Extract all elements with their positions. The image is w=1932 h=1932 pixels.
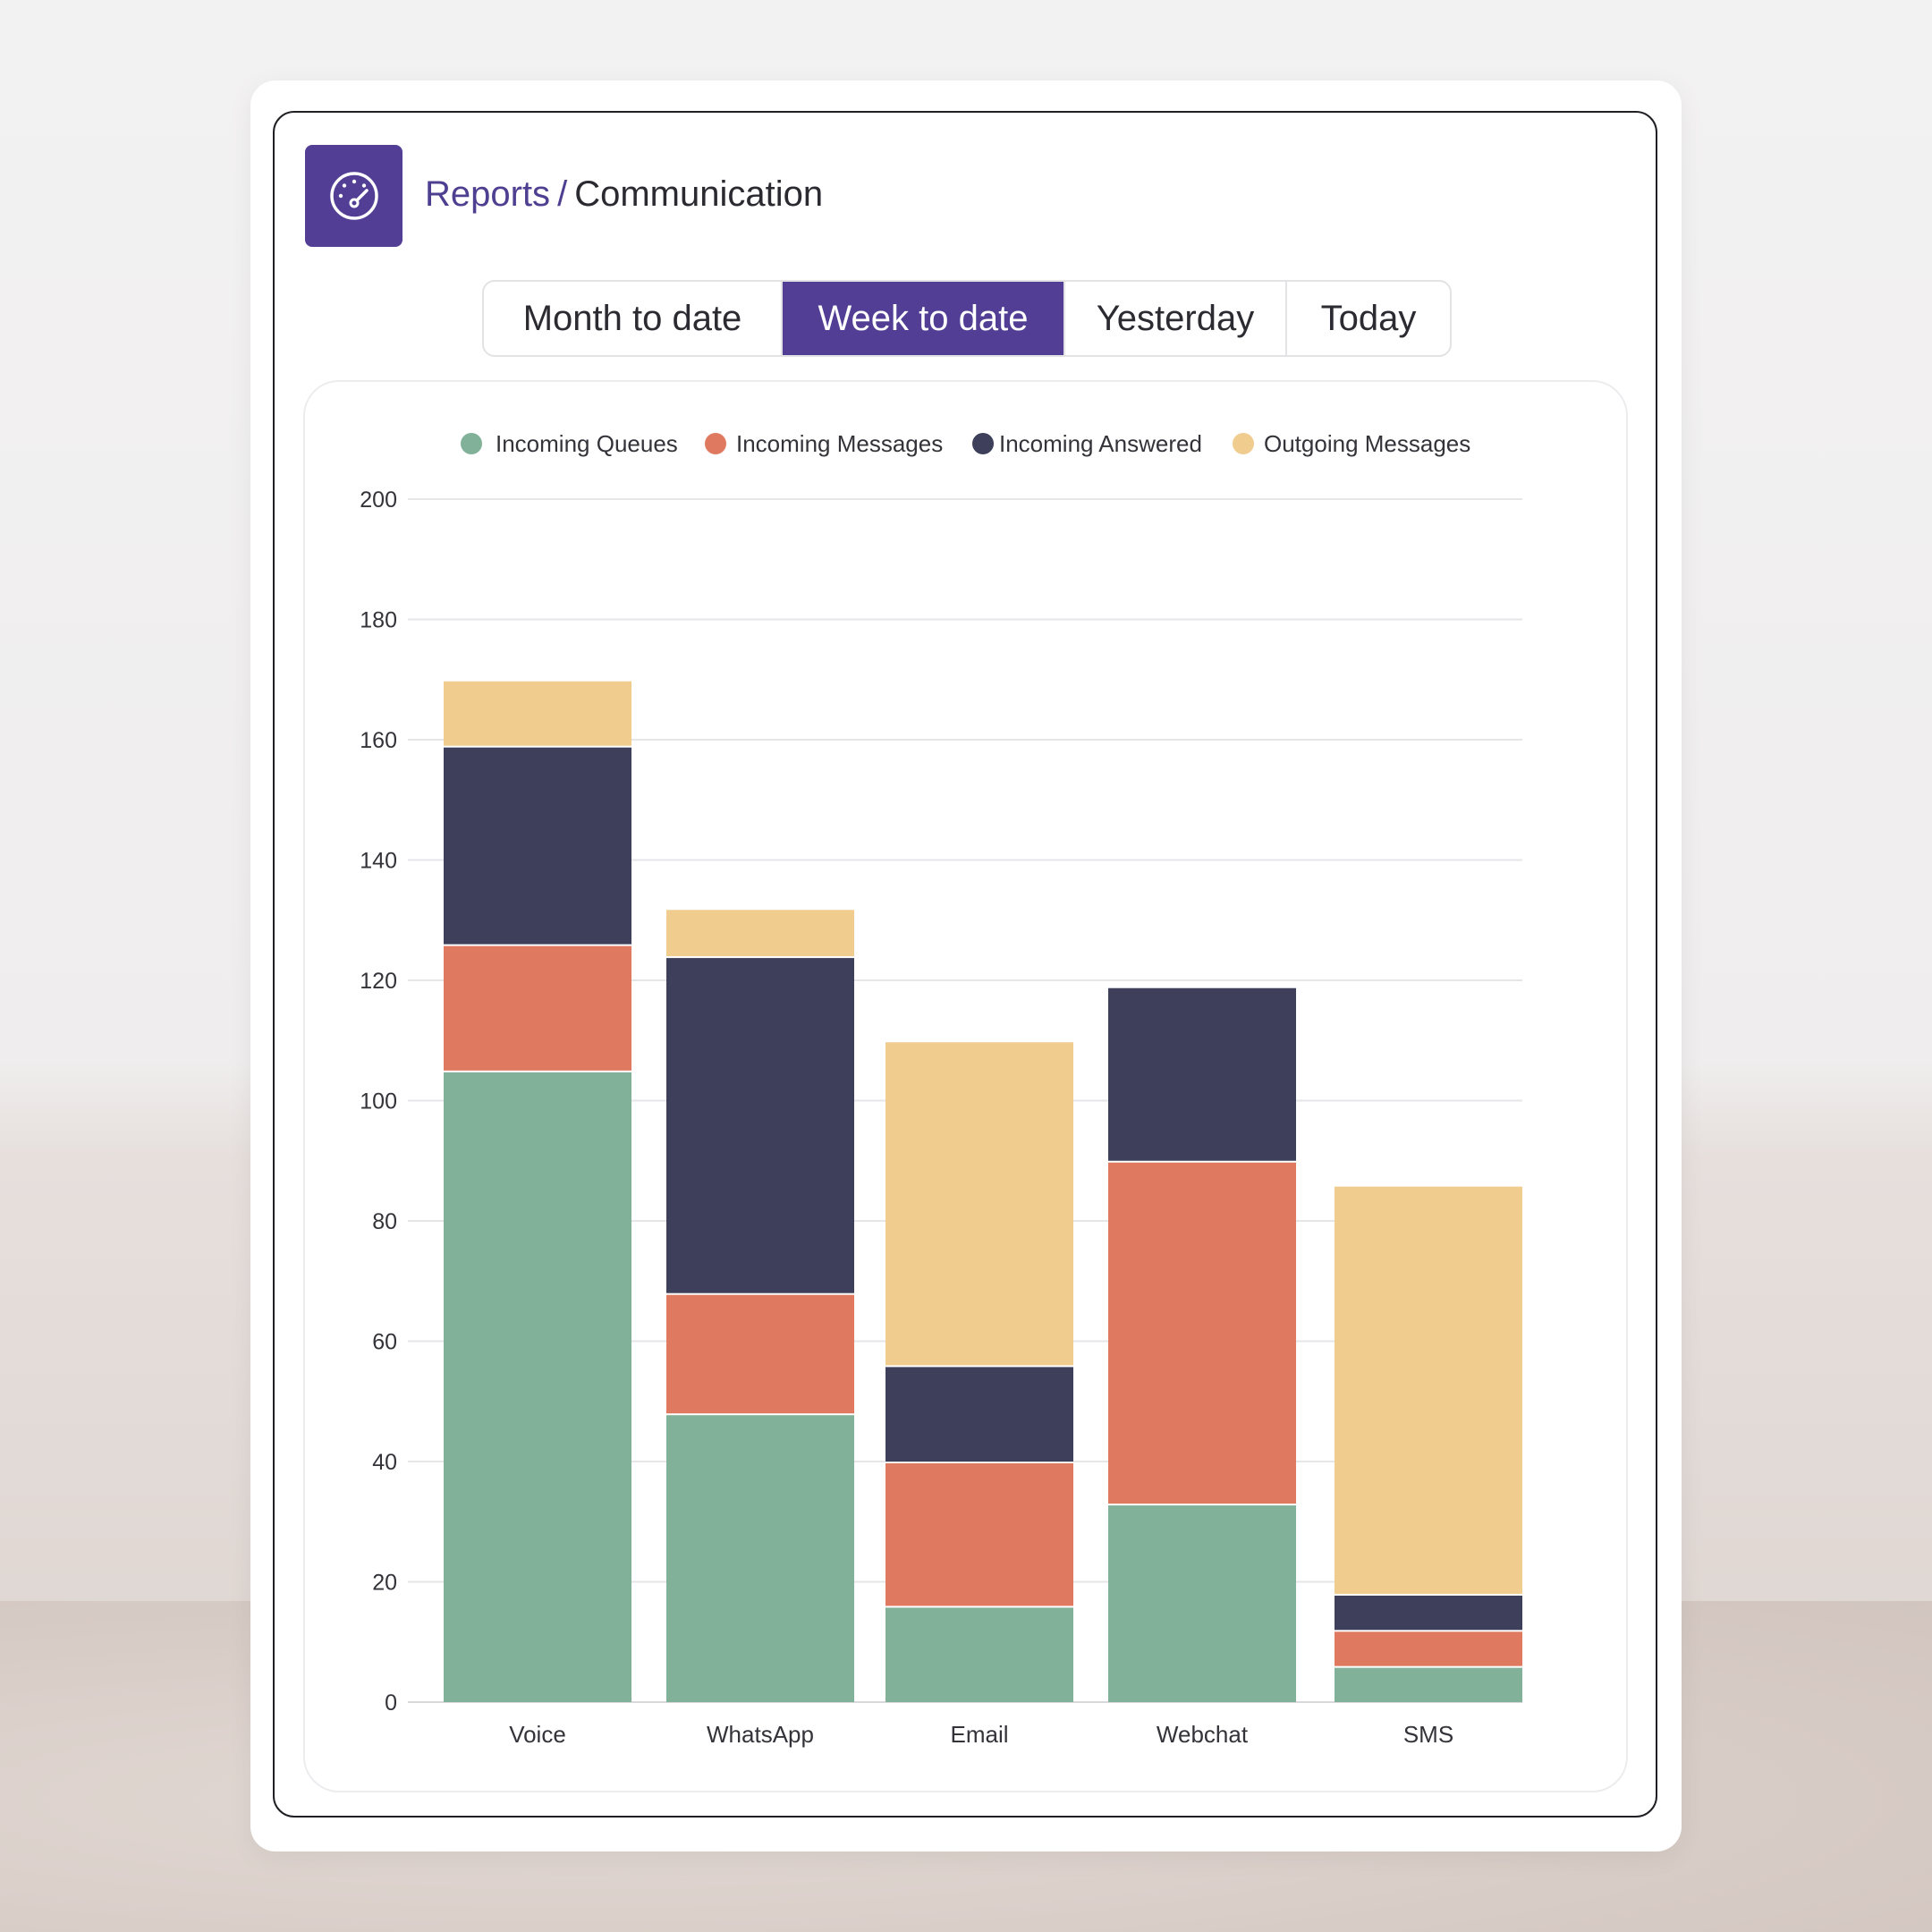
bar-webchat-incoming-queues[interactable]: [1108, 1505, 1296, 1702]
breadcrumb: Reports / Communication: [425, 170, 823, 218]
y-tick-label: 20: [372, 1571, 397, 1596]
bar-voice-incoming-messages[interactable]: [444, 945, 631, 1071]
x-axis-labels: Voice WhatsApp Email Webchat SMS: [509, 1721, 1453, 1748]
x-category-label: SMS: [1403, 1721, 1453, 1748]
bar-email-incoming-answered[interactable]: [886, 1367, 1073, 1462]
legend-marker[interactable]: [972, 433, 994, 454]
y-tick-label: 200: [360, 487, 397, 513]
breadcrumb-separator: /: [557, 174, 568, 214]
bar-webchat-incoming-answered[interactable]: [1108, 987, 1296, 1161]
breadcrumb-reports-link[interactable]: Reports: [425, 174, 551, 214]
legend-label[interactable]: Incoming Queues: [496, 430, 678, 457]
y-tick-label: 0: [385, 1690, 397, 1716]
y-tick-label: 80: [372, 1209, 397, 1234]
bar-sms-incoming-answered[interactable]: [1335, 1595, 1522, 1631]
bar-email-incoming-messages[interactable]: [886, 1463, 1073, 1606]
y-tick-label: 120: [360, 969, 397, 994]
date-range-tabs: Month to date Week to date Yesterday Tod…: [482, 280, 1452, 357]
bar-voice-outgoing-messages[interactable]: [444, 681, 631, 746]
y-tick-label: 160: [360, 728, 397, 753]
y-tick-label: 40: [372, 1450, 397, 1475]
bar-whatsapp-incoming-answered[interactable]: [666, 958, 854, 1293]
tab-today[interactable]: Today: [1320, 298, 1417, 338]
legend: Incoming Queues Incoming Messages Incoming…: [461, 430, 1470, 457]
x-category-label: Voice: [509, 1721, 566, 1748]
bar-whatsapp-incoming-messages[interactable]: [666, 1294, 854, 1414]
y-tick-label: 180: [360, 608, 397, 633]
tab-week-to-date[interactable]: Week to date: [783, 282, 1065, 355]
bar-email-outgoing-messages[interactable]: [886, 1042, 1073, 1366]
bar-webchat-incoming-messages[interactable]: [1108, 1162, 1296, 1504]
bar-email-incoming-queues[interactable]: [886, 1607, 1073, 1702]
legend-label[interactable]: Incoming Messages: [736, 430, 943, 457]
bar-voice-incoming-answered[interactable]: [444, 747, 631, 945]
y-axis-ticks: 0 20 40 60 80 100 120 140 160 180 200: [360, 487, 397, 1716]
bar-sms-incoming-queues[interactable]: [1335, 1667, 1522, 1702]
bars: [444, 681, 1522, 1702]
x-category-label: Email: [950, 1721, 1008, 1748]
bar-voice-incoming-queues[interactable]: [444, 1072, 631, 1702]
chart-panel: [303, 380, 1628, 1792]
app-logo[interactable]: [305, 145, 402, 247]
legend-label[interactable]: Outgoing Messages: [1264, 430, 1470, 457]
bar-whatsapp-incoming-queues[interactable]: [666, 1415, 854, 1702]
x-category-label: Webchat: [1157, 1721, 1249, 1748]
bar-sms-incoming-messages[interactable]: [1335, 1631, 1522, 1666]
legend-marker[interactable]: [705, 433, 726, 454]
bar-whatsapp-outgoing-messages[interactable]: [666, 910, 854, 957]
y-tick-label: 100: [360, 1089, 397, 1114]
y-tick-label: 60: [372, 1330, 397, 1355]
report-frame: [273, 111, 1657, 1818]
speedometer-icon: [329, 172, 378, 220]
bar-sms-outgoing-messages[interactable]: [1335, 1186, 1522, 1594]
tab-month-to-date[interactable]: Month to date: [484, 282, 783, 355]
y-tick-label: 140: [360, 849, 397, 874]
legend-label[interactable]: Incoming Answered: [999, 430, 1202, 457]
legend-marker[interactable]: [461, 433, 482, 454]
legend-marker[interactable]: [1233, 433, 1254, 454]
tab-yesterday[interactable]: Yesterday: [1065, 282, 1287, 355]
x-category-label: WhatsApp: [707, 1721, 814, 1748]
breadcrumb-current: Communication: [574, 174, 824, 214]
